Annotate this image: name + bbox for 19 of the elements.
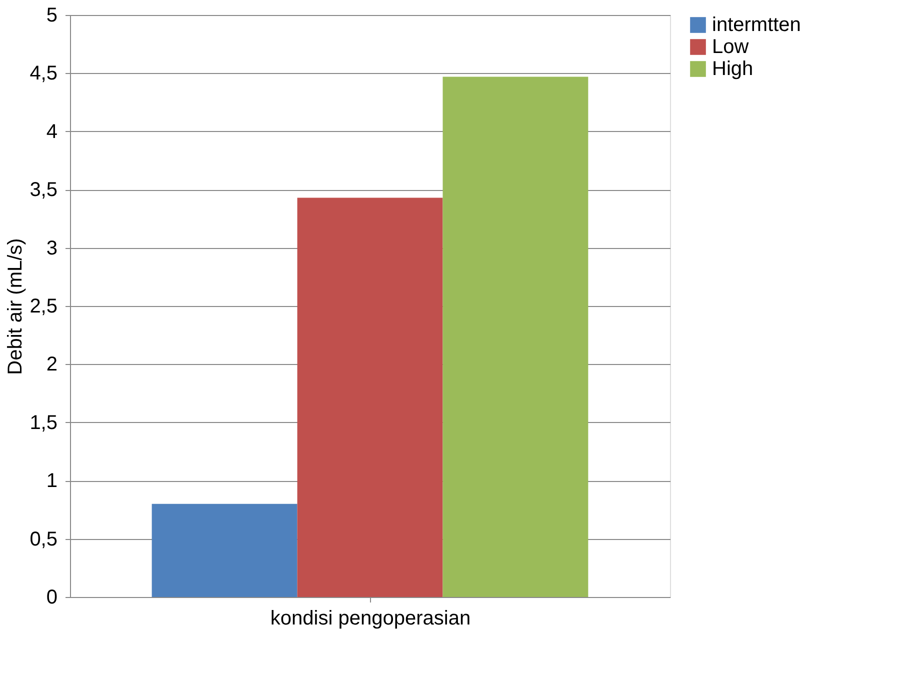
y-tick-label: 1,5 — [30, 412, 58, 434]
y-tick-label: 4 — [46, 120, 58, 143]
legend-label: High — [712, 58, 754, 80]
y-tick-label: 0,5 — [30, 528, 58, 550]
y-tick-label: 2,5 — [30, 296, 58, 318]
legend-label: intermtten — [712, 14, 801, 36]
bar — [442, 76, 588, 597]
y-tick-label: 0 — [46, 586, 58, 608]
y-axis-title: Debit air (mL/s) — [4, 238, 27, 375]
bar — [152, 504, 298, 597]
y-tick-label: 5 — [46, 4, 58, 26]
x-axis-title: kondisi pengoperasian — [270, 608, 471, 630]
legend-label: Low — [712, 36, 750, 58]
y-tick-label: 3 — [46, 237, 58, 260]
y-tick-label: 4,5 — [30, 62, 58, 85]
y-tick-label: 2 — [46, 354, 58, 376]
y-tick-label: 1 — [46, 470, 58, 492]
y-tick-label: 3,5 — [30, 179, 58, 202]
bar — [297, 198, 443, 597]
